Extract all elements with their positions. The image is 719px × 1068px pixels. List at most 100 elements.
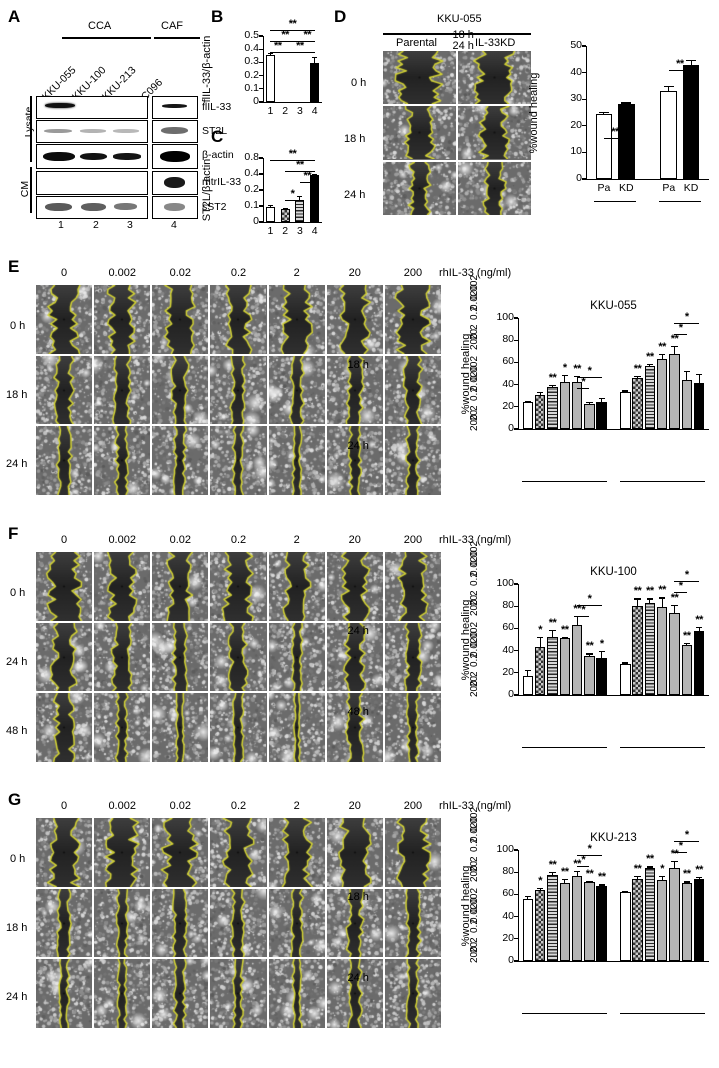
blot-lane-number-1: 2 bbox=[93, 219, 99, 231]
error-bar bbox=[668, 86, 670, 91]
error-cap bbox=[598, 884, 605, 886]
significance-marker: ** bbox=[670, 333, 679, 346]
dose-header: 20 bbox=[348, 267, 361, 279]
y-tick-label: 40 bbox=[502, 377, 514, 390]
y-tick-label: 60 bbox=[502, 887, 514, 900]
blot-sst2-cca bbox=[36, 196, 148, 219]
bar bbox=[522, 401, 534, 429]
error-cap bbox=[282, 208, 288, 210]
bar bbox=[669, 353, 680, 429]
micrograph-tile bbox=[152, 355, 209, 425]
dose-header: 200 bbox=[403, 267, 423, 279]
error-cap bbox=[549, 871, 556, 873]
significance-marker: ** bbox=[288, 148, 297, 160]
significance-marker: ** bbox=[670, 848, 679, 861]
y-tick-label: 0 bbox=[508, 688, 514, 700]
dose-header: 200 bbox=[403, 800, 423, 812]
y-tick bbox=[259, 173, 263, 175]
micrograph-tile bbox=[268, 552, 325, 621]
micrograph-tile bbox=[36, 693, 93, 762]
blot-group-rule-caf bbox=[154, 37, 200, 39]
panel-label-g: G bbox=[8, 790, 22, 809]
significance-marker: ** bbox=[598, 871, 606, 884]
panel-g-row-label-24h: 24 h bbox=[6, 991, 28, 1003]
significance-line bbox=[674, 323, 700, 325]
chart-panel-d: 0 10 20 30 40 50 %wound healing Pa KD 18 h ** Pa KD 2… bbox=[453, 30, 715, 225]
significance-line bbox=[577, 388, 590, 390]
dose-header: 2 bbox=[293, 534, 300, 546]
micrograph-tile bbox=[36, 622, 93, 692]
bar bbox=[265, 206, 275, 222]
error-bar bbox=[527, 670, 529, 676]
bar bbox=[265, 55, 275, 102]
micrograph-tile bbox=[383, 51, 456, 105]
significance-marker: ** bbox=[611, 126, 619, 138]
error-cap bbox=[622, 891, 629, 893]
panel-f-row-label-24h: 24 h bbox=[6, 656, 28, 668]
y-tick-label: 20 bbox=[502, 931, 514, 944]
bar bbox=[619, 892, 631, 961]
micrograph-tile bbox=[152, 888, 209, 958]
micrograph-tile bbox=[94, 285, 151, 354]
error-cap bbox=[537, 391, 544, 393]
blot-sst2-caf bbox=[152, 196, 198, 219]
y-tick-label: 0.8 bbox=[244, 151, 259, 163]
error-cap bbox=[573, 871, 581, 873]
micrograph-tile bbox=[268, 355, 325, 425]
bar bbox=[669, 867, 680, 961]
y-tick bbox=[514, 916, 518, 918]
dose-header: 0.002 bbox=[108, 267, 136, 279]
y-axis-title: ST2L/β-actin bbox=[201, 158, 213, 222]
significance-line bbox=[577, 377, 602, 379]
y-tick bbox=[259, 61, 263, 64]
blot-name-st2l: ST2L bbox=[202, 125, 228, 137]
error-bar bbox=[661, 353, 663, 360]
y-tick-label: 0.5 bbox=[244, 29, 259, 41]
micrograph-tile bbox=[384, 818, 441, 887]
bar bbox=[584, 882, 595, 961]
fraction-label-cm: CM bbox=[18, 180, 31, 198]
y-tick-label: 50 bbox=[570, 39, 582, 51]
micrograph-tile bbox=[458, 51, 531, 105]
y-tick-label: 0.4 bbox=[244, 42, 259, 55]
error-bar bbox=[690, 59, 692, 65]
y-tick-label: 10 bbox=[570, 145, 582, 158]
significance-line bbox=[577, 855, 602, 857]
micrograph-tile bbox=[384, 959, 441, 1028]
significance-line bbox=[577, 866, 590, 868]
group-rule bbox=[522, 1013, 608, 1015]
panel-f-row-label-0h: 0 h bbox=[10, 587, 26, 599]
error-bar bbox=[649, 598, 651, 603]
micrograph-tile bbox=[210, 285, 267, 354]
panel-label-f: F bbox=[8, 524, 19, 543]
bar bbox=[596, 402, 608, 429]
blot-st2l-caf bbox=[152, 120, 198, 143]
x-tick-label: 2 bbox=[282, 105, 289, 117]
y-tick bbox=[259, 157, 263, 159]
chart-panel-e: KKU-055 0 20 40 60 80 100 %wound healing 0 0.002 *… bbox=[348, 275, 715, 515]
error-cap bbox=[524, 400, 532, 402]
error-bar bbox=[314, 57, 316, 64]
blot-bactin-caf bbox=[152, 144, 198, 169]
micrograph-tile bbox=[326, 818, 383, 887]
y-tick bbox=[514, 938, 518, 940]
error-bar bbox=[527, 896, 529, 899]
error-bar bbox=[551, 871, 554, 875]
micrograph-tile bbox=[326, 888, 383, 958]
error-cap bbox=[634, 875, 641, 877]
bar bbox=[522, 898, 534, 961]
y-tick-label: 20 bbox=[502, 665, 514, 678]
dose-header: 2 bbox=[293, 800, 300, 812]
micrograph-tile bbox=[210, 959, 267, 1028]
significance-marker: ** bbox=[273, 40, 282, 52]
error-bar bbox=[576, 616, 578, 626]
micrograph-tile bbox=[210, 355, 267, 425]
panel-g-row-label-18h: 18 h bbox=[6, 922, 28, 934]
micrograph-tile bbox=[383, 106, 456, 160]
panel-d-header-rule bbox=[383, 33, 531, 35]
bar bbox=[617, 103, 635, 179]
error-bar bbox=[588, 653, 591, 657]
y-tick bbox=[259, 75, 263, 77]
error-cap bbox=[646, 598, 654, 600]
error-bar bbox=[601, 651, 603, 658]
